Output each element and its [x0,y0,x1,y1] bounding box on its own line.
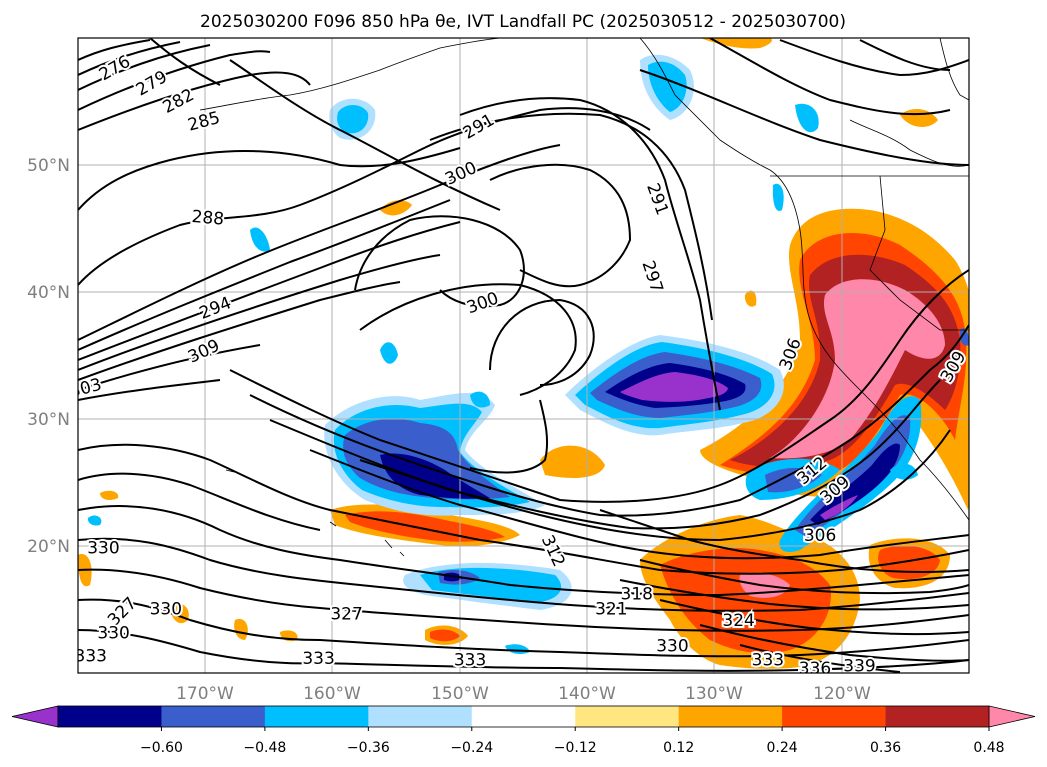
colorbar-segment [885,706,990,727]
contour-label: 327 [330,605,362,625]
colorbar-tick-label: −0.60 [140,740,183,756]
colorbar-tick-label: 0.12 [663,740,694,756]
contour-label: 306 [804,526,836,546]
colorbar-segment [471,706,576,727]
coastlines [199,38,969,557]
x-tick-label: 150°W [431,684,489,704]
x-tick-label: 170°W [176,684,234,704]
x-tick-label: 130°W [685,684,743,704]
colorbar-segment [575,706,680,727]
contour-label: 318 [621,584,653,604]
colorbar-segment [678,706,783,727]
x-tick-label: 160°W [303,684,361,704]
colorbar-tick-label: 0.24 [767,740,798,756]
contour-label: 321 [595,600,627,620]
colorbar-segment [58,706,162,727]
contour-label: 330 [150,600,182,620]
colorbar-segment [782,706,887,727]
y-tick-label: 40°N [27,283,70,303]
colorbar-tick-label: 0.48 [973,740,1004,756]
contour-label: 333 [454,650,486,670]
colorbar-segment [368,706,473,727]
colorbar-extend-min [11,705,59,728]
colorbar-tick-label: −0.36 [347,740,390,756]
colorbar-segment [264,706,369,727]
contour-label: 333 [75,646,107,666]
x-tick-label: 140°W [558,684,616,704]
map-frame [77,37,970,674]
contour-label: 330 [656,636,688,656]
theta-e-contours [78,38,969,673]
y-axis-labels: 50°N 40°N 30°N 20°N [27,156,70,557]
chart-title: 2025030200 F096 850 hPa θe, IVT Landfall… [200,12,846,32]
colorbar-tick-label: −0.12 [554,740,597,756]
colorbar-frame [57,705,990,728]
contour-label: 330 [87,539,119,559]
contour-label: 333 [302,649,334,669]
contour-label: 288 [191,207,225,230]
colorbar-tick-label: −0.24 [450,740,493,756]
colorbar-segment [161,706,266,727]
contour-label: 336 [799,659,831,679]
x-tick-label: 120°W [813,684,871,704]
contour-label: 339 [843,657,875,677]
contour-label: 330 [97,624,129,644]
x-axis-labels: 170°W 160°W 150°W 140°W 130°W 120°W [176,684,871,704]
colorbar: −0.60 −0.48 −0.36 −0.24 −0.12 0.12 0.24 0.36 0.4… [11,705,1036,756]
colorbar-tick-label: 0.36 [870,740,901,756]
y-tick-label: 20°N [27,537,70,557]
colorbar-tick-label: −0.48 [243,740,286,756]
contour-label: 324 [722,611,754,631]
colorbar-extend-max [988,705,1036,728]
y-tick-label: 50°N [27,156,70,176]
map-area: 2762792822852882913002912973002943093033… [75,38,969,679]
y-tick-label: 30°N [27,410,70,430]
contour-label: 333 [752,650,784,670]
